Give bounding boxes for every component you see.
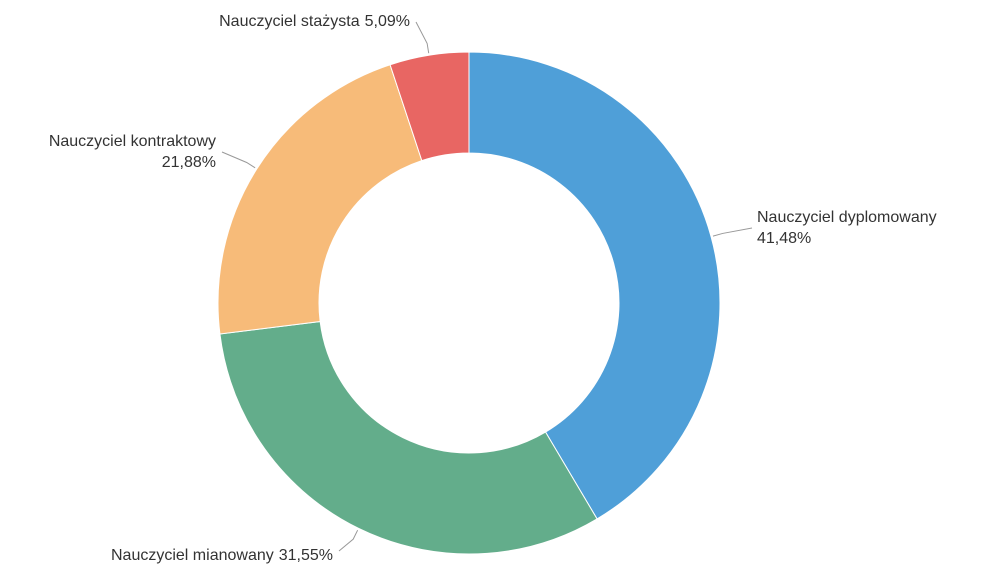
donut-slice (468, 51, 721, 520)
leader-line (338, 529, 359, 552)
slice-label: Nauczyciel dyplomowany 41,48% (757, 209, 937, 247)
slice-label: Nauczyciel mianowany 31,55% (111, 547, 333, 564)
category-label: Nauczyciel kontraktowy (49, 133, 216, 150)
value-label: 31,55% (279, 547, 333, 564)
category-label: Nauczyciel mianowany (111, 547, 274, 564)
donut-slice (217, 64, 423, 335)
slice-label: Nauczyciel stażysta 5,09% (219, 13, 410, 30)
leader-line (221, 151, 256, 169)
donut-slice (219, 320, 598, 555)
value-label: 41,48% (757, 230, 811, 247)
category-label: Nauczyciel stażysta (219, 13, 360, 30)
value-label: 5,09% (365, 13, 410, 30)
value-label: 21,88% (162, 154, 216, 171)
donut-slice (389, 51, 470, 162)
slice-label: Nauczyciel kontraktowy 21,88% (49, 133, 216, 171)
leader-line (415, 21, 430, 54)
leader-line (712, 227, 753, 237)
category-label: Nauczyciel dyplomowany (757, 209, 937, 226)
